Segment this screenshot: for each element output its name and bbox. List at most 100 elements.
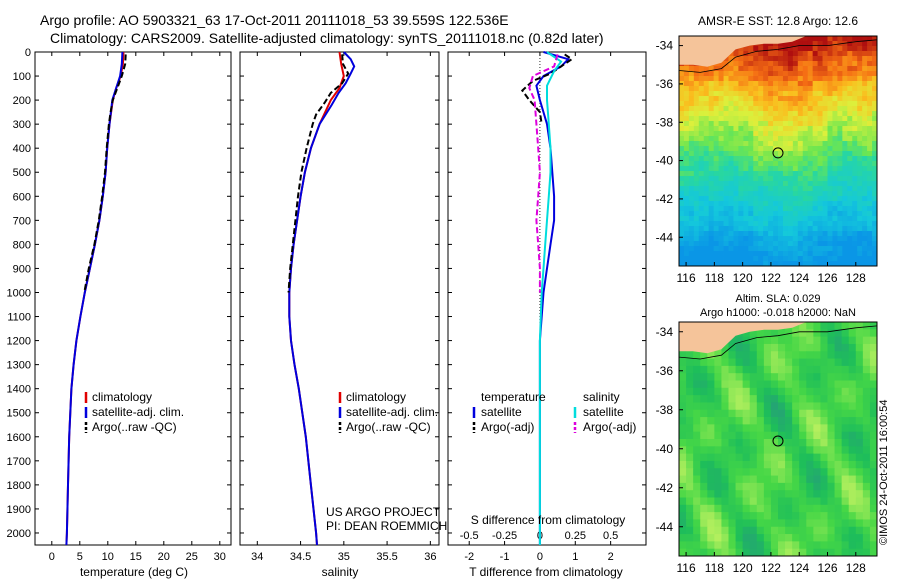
map-cell [862,146,868,152]
map-cell [813,431,821,440]
map-cell [852,51,858,57]
map-cell [718,91,724,97]
map-cell [721,446,729,455]
map-cell [753,61,759,67]
map-cell [758,81,764,87]
map-cell [799,343,807,352]
map-cell [817,101,823,107]
map-cell [778,96,784,102]
map-cell [773,111,779,117]
map-cell [713,196,719,202]
map-cell [862,519,871,528]
map-cell [797,231,804,237]
map-cell [773,176,779,182]
map-cell [782,246,789,252]
map-cell [773,156,779,162]
map-cell [707,431,715,440]
map-cell [693,91,700,97]
map-cell [832,216,838,222]
map-cell [743,76,749,82]
map-cell [872,166,877,172]
map-cell [735,512,744,520]
map-cell [797,96,804,102]
map-cell [763,251,769,257]
map-cell [693,176,700,182]
map-cell [758,51,764,57]
map-cell [852,181,858,187]
map-cell [723,261,729,266]
map-cell [763,106,769,112]
map-cell [817,256,823,262]
map-cell [820,468,828,476]
map-cell [812,141,818,147]
map-cell [718,86,724,92]
map-cell [728,402,736,411]
map-cell [792,541,800,550]
map-cell [728,497,736,506]
map-cell [728,482,736,491]
map-cell [721,526,729,535]
map-cell [733,256,739,262]
map-cell [770,409,779,418]
map-cell [723,96,729,102]
map-cell [748,156,754,162]
map-cell [728,131,734,137]
map-cell [718,166,724,172]
map-cell [785,387,793,396]
map-cell [723,121,729,127]
map-cell [797,181,804,187]
map-cell [792,136,799,142]
map-cell [688,241,695,247]
map-cell [827,36,833,42]
map-cell [688,201,695,207]
map-cell [792,519,800,528]
map-cell [693,191,700,197]
map-cell [847,136,853,142]
map-cell [867,171,873,177]
map-cell [834,336,843,345]
map-cell [770,402,779,411]
map-cell [713,226,719,232]
map-cell [742,365,751,374]
map-cell [693,256,700,262]
map-cell [852,221,858,227]
map-cell [832,256,838,262]
map-cell [855,387,864,396]
map-cell [867,96,873,102]
map-cell [708,181,715,187]
map-cell [718,161,724,167]
map-cell [785,468,793,476]
map-cell [862,221,868,227]
map-cell [832,126,838,132]
map-cell [708,116,715,122]
map-cell [822,61,828,67]
map-cell [714,534,722,542]
map-cell [827,241,833,247]
map-cell [723,91,729,97]
map-cell [872,86,877,92]
map-cell [872,116,877,122]
map-cell [822,191,828,197]
map-cell [743,71,749,77]
map-cell [852,151,858,157]
map-cell [799,541,807,550]
map-cell [713,171,719,177]
map-cell [703,261,710,266]
map-cell [703,221,710,227]
map-cell [806,424,814,433]
map-cell [792,71,799,77]
map-cell [867,156,873,162]
map-cell [817,121,823,127]
map-cell [748,51,754,57]
map-cell [817,226,823,232]
map-cell [813,395,821,403]
map-cell [817,131,823,137]
map-cell [748,86,754,92]
map-cell [728,251,734,257]
map-cell [807,136,814,142]
map-cell [792,151,799,157]
map-cell [718,151,724,157]
top-tick-label: -0.25 [492,530,517,542]
map-cell [683,186,690,192]
map-cell [782,261,789,266]
